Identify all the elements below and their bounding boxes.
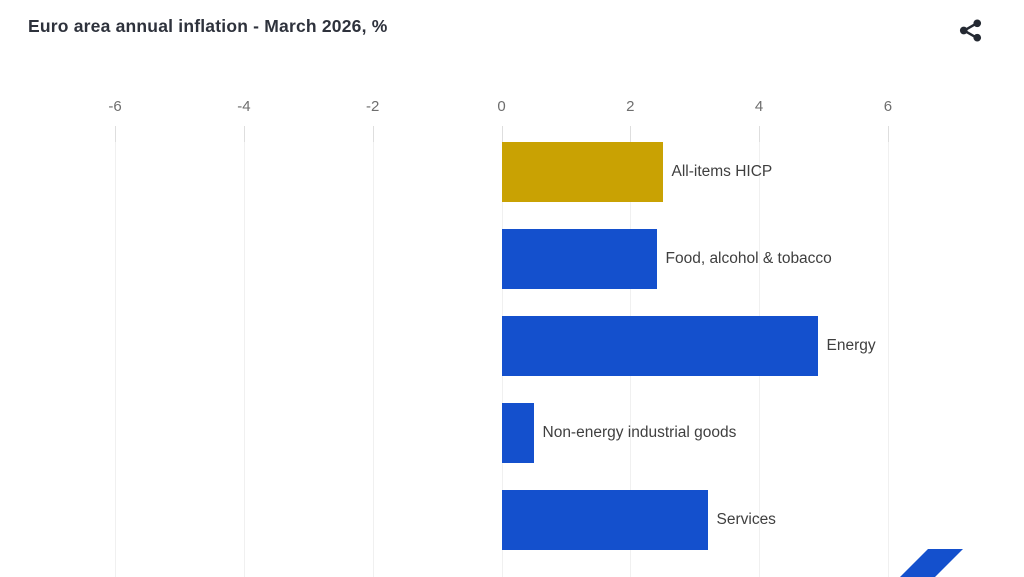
- axis-tick: [115, 126, 117, 142]
- axis-tick-label: -2: [366, 98, 380, 115]
- axis-tick-label: -6: [108, 98, 122, 115]
- axis-tick: [759, 126, 761, 142]
- eurostat-logo-fragment: [900, 549, 963, 577]
- bar-label-all-items-hicp: All-items HICP: [671, 163, 773, 180]
- bar-label-energy: Energy: [826, 337, 876, 354]
- bar-services[interactable]: [501, 490, 708, 550]
- axis-tick-label: 0: [497, 98, 506, 115]
- bar-energy[interactable]: [501, 316, 818, 376]
- share-icon[interactable]: [954, 15, 986, 47]
- bar-label-services: Services: [716, 511, 776, 528]
- gridline: [115, 126, 117, 577]
- bar-non-energy-industrial-goods[interactable]: [501, 403, 534, 463]
- axis-tick-label: -4: [237, 98, 251, 115]
- chart-title: Euro area annual inflation - March 2026,…: [28, 16, 388, 36]
- gridline: [243, 126, 245, 577]
- axis-tick-label: 2: [626, 98, 635, 115]
- axis-tick-label: 4: [754, 98, 764, 115]
- bar-all-items-hicp[interactable]: [501, 142, 663, 202]
- gridline: [372, 126, 374, 577]
- axis-tick-label: 6: [883, 98, 893, 115]
- axis-tick: [501, 126, 503, 142]
- gridline: [887, 126, 889, 577]
- axis-tick: [243, 126, 245, 142]
- bar-label-non-energy-industrial-goods: Non-energy industrial goods: [542, 424, 737, 441]
- axis-tick: [372, 126, 374, 142]
- axis-tick: [630, 126, 632, 142]
- bar-food-alcohol-tobacco[interactable]: [501, 229, 657, 289]
- axis-tick: [887, 126, 889, 142]
- share-icon-glyph: [959, 19, 981, 42]
- bar-label-food-alcohol-tobacco: Food, alcohol & tobacco: [665, 250, 832, 267]
